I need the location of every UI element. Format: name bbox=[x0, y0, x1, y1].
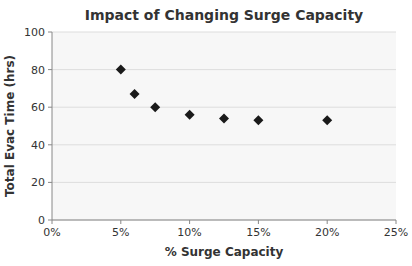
plot-background bbox=[52, 32, 396, 220]
point bbox=[130, 89, 140, 99]
tick-mark bbox=[258, 220, 259, 224]
point bbox=[116, 65, 126, 75]
tick-label: 5% bbox=[112, 226, 129, 239]
tick-label: 10% bbox=[177, 226, 201, 239]
tick-label: 80 bbox=[31, 64, 45, 77]
tick-label: 25% bbox=[384, 226, 408, 239]
tick-mark bbox=[48, 69, 52, 70]
tick-mark bbox=[189, 220, 190, 224]
tick-mark bbox=[120, 220, 121, 224]
tick-mark bbox=[396, 220, 397, 224]
x-axis-line bbox=[52, 220, 396, 221]
y-axis-label: Total Evac Time (hrs) bbox=[3, 55, 17, 197]
tick-label: 0% bbox=[43, 226, 60, 239]
tick-mark bbox=[48, 182, 52, 183]
x-axis-label: % Surge Capacity bbox=[165, 245, 284, 259]
point bbox=[219, 113, 229, 123]
tick-label: 20 bbox=[31, 176, 45, 189]
point bbox=[322, 115, 332, 125]
tick-label: 100 bbox=[24, 26, 45, 39]
point bbox=[185, 110, 195, 120]
tick-mark bbox=[48, 220, 52, 221]
tick-label: 40 bbox=[31, 139, 45, 152]
grid-line bbox=[52, 32, 396, 33]
x-axis: 0% 5% 10% 15% 20% 25% bbox=[43, 220, 408, 239]
chart-container: 0204060801000%5%10%15%20%25%Impact of Ch… bbox=[0, 0, 412, 266]
tick-mark bbox=[48, 107, 52, 108]
grid-line bbox=[52, 144, 396, 145]
point bbox=[150, 102, 160, 112]
point bbox=[253, 115, 263, 125]
tick-mark bbox=[48, 32, 52, 33]
chart-svg: 0204060801000%5%10%15%20%25%Impact of Ch… bbox=[0, 0, 412, 266]
tick-label: 60 bbox=[31, 101, 45, 114]
grid-line bbox=[52, 182, 396, 183]
tick-label: 15% bbox=[246, 226, 270, 239]
grid-line bbox=[52, 69, 396, 70]
tick-mark bbox=[48, 144, 52, 145]
y-axis-line bbox=[52, 32, 53, 220]
tick-mark bbox=[327, 220, 328, 224]
tick-label: 20% bbox=[315, 226, 339, 239]
tick-mark bbox=[52, 220, 53, 224]
chart-title: Impact of Changing Surge Capacity bbox=[85, 7, 364, 23]
points bbox=[116, 65, 332, 126]
y-axis: 020406080100 bbox=[24, 26, 396, 227]
grid-line bbox=[52, 220, 396, 221]
grid-line bbox=[52, 107, 396, 108]
